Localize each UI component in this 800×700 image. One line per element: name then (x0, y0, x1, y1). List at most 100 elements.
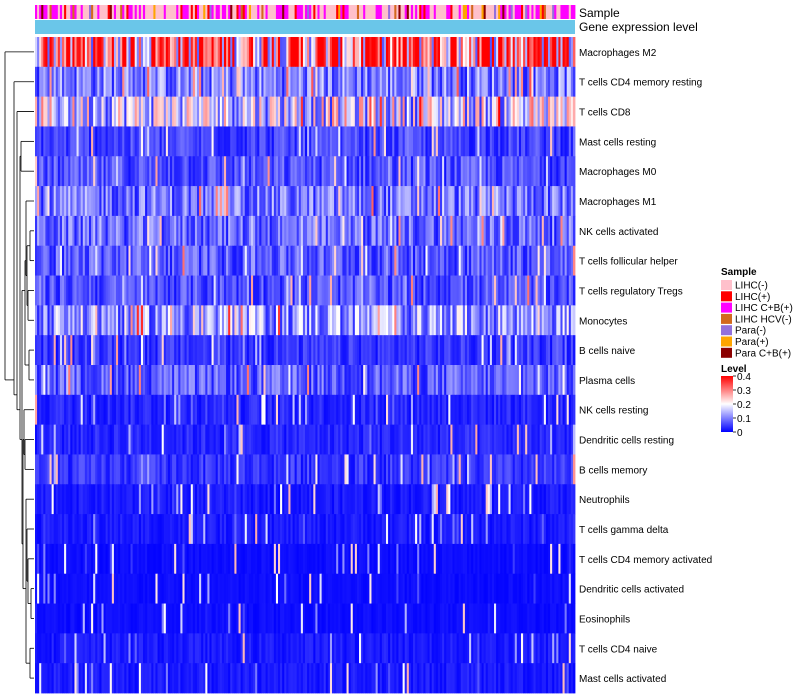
heatmap-cell (176, 126, 179, 157)
heatmap-cell (394, 245, 397, 276)
heatmap-cell (483, 156, 487, 187)
sample-annotation-cell (464, 5, 468, 19)
heatmap-cell (203, 215, 206, 247)
heatmap-cell (89, 424, 92, 455)
heatmap-cell (53, 275, 57, 306)
heatmap-cell (165, 365, 169, 396)
heatmap-cell (531, 543, 534, 575)
heatmap-cell (550, 514, 553, 545)
heatmap-cell (55, 275, 59, 306)
heatmap-cell (523, 96, 526, 127)
heatmap-cell (359, 454, 362, 485)
heatmap-cell (350, 365, 354, 396)
heatmap-cell (560, 514, 563, 545)
heatmap-cell (417, 543, 420, 575)
heatmap-cell (498, 215, 501, 247)
heatmap-cell (373, 335, 377, 366)
heatmap-cell (278, 156, 281, 187)
heatmap-cell (93, 305, 96, 336)
heatmap-cell (421, 394, 424, 426)
heatmap-cell (340, 156, 343, 187)
heatmap-cell (284, 514, 287, 545)
heatmap-cell (263, 156, 266, 187)
heatmap-cell (535, 394, 539, 426)
heatmap-cell (91, 156, 94, 187)
sample-annotation-cell (190, 5, 194, 19)
heatmap-cell (545, 484, 549, 515)
heatmap-cell (321, 126, 325, 157)
heatmap-cell (375, 245, 379, 276)
heatmap-cell (479, 96, 482, 127)
heatmap-cell (228, 186, 231, 217)
heatmap-cell (263, 186, 266, 217)
heatmap-cell (217, 66, 221, 98)
heatmap-cell (107, 543, 111, 575)
heatmap-cell (535, 484, 539, 515)
heatmap-cell (292, 305, 296, 336)
heatmap-cell (533, 66, 536, 98)
heatmap-cell (477, 514, 480, 545)
heatmap-cell (219, 245, 223, 276)
heatmap-cell (419, 335, 422, 366)
sample-annotation-cell (124, 5, 127, 19)
heatmap-cell (373, 365, 377, 396)
heatmap-cell (248, 394, 252, 426)
heatmap-cell (226, 245, 229, 276)
heatmap-cell (39, 424, 42, 455)
heatmap-cell (143, 514, 146, 545)
heatmap-cell (138, 365, 142, 396)
heatmap-cell (404, 365, 408, 396)
heatmap-cell (59, 186, 63, 217)
heatmap-cell (467, 484, 470, 515)
heatmap-cell (356, 484, 360, 515)
heatmap-cell (433, 96, 437, 127)
heatmap-cell (39, 215, 42, 247)
heatmap-cell (76, 484, 80, 515)
heatmap-cell (568, 126, 572, 157)
heatmap-cell (437, 394, 441, 426)
heatmap-cell (431, 37, 435, 68)
heatmap-cell (271, 245, 275, 276)
heatmap-cell (147, 305, 150, 336)
heatmap-cell (568, 484, 572, 515)
heatmap-cell (340, 543, 343, 575)
heatmap-cell (454, 245, 458, 276)
heatmap-cell (408, 514, 412, 545)
heatmap-cell (562, 156, 566, 187)
heatmap-cell (172, 394, 175, 426)
heatmap-cell (211, 454, 215, 485)
heatmap-cell (99, 126, 102, 157)
heatmap-cell (118, 335, 121, 366)
heatmap-cell (109, 335, 113, 366)
heatmap-cell (450, 335, 453, 366)
heatmap-cell (149, 126, 152, 157)
sample-annotation-cell (120, 5, 123, 19)
heatmap-cell (398, 424, 401, 455)
heatmap-cell (535, 245, 539, 276)
heatmap-cell (209, 66, 212, 98)
heatmap-cell (80, 186, 84, 217)
heatmap-cell (155, 66, 158, 98)
heatmap-cell (174, 454, 177, 485)
heatmap-cell (458, 126, 462, 157)
sample-annotation-cell (307, 5, 310, 19)
heatmap-cell (167, 305, 171, 336)
heatmap-cell (116, 365, 119, 396)
heatmap-cell (431, 394, 435, 426)
heatmap-cell (321, 186, 325, 217)
heatmap-cell (215, 275, 219, 306)
heatmap-cell (172, 156, 175, 187)
heatmap-cell (369, 96, 372, 127)
heatmap-cell (423, 305, 426, 336)
heatmap-cell (321, 454, 325, 485)
heatmap-cell (313, 126, 316, 157)
heatmap-cell (504, 454, 507, 485)
heatmap-cell (462, 305, 466, 336)
heatmap-cell (477, 245, 480, 276)
heatmap-cell (111, 156, 115, 187)
heatmap-cell (53, 424, 57, 455)
heatmap-cell (134, 66, 138, 98)
heatmap-cell (568, 156, 572, 187)
heatmap-cell (508, 215, 512, 247)
heatmap-cell (356, 186, 360, 217)
